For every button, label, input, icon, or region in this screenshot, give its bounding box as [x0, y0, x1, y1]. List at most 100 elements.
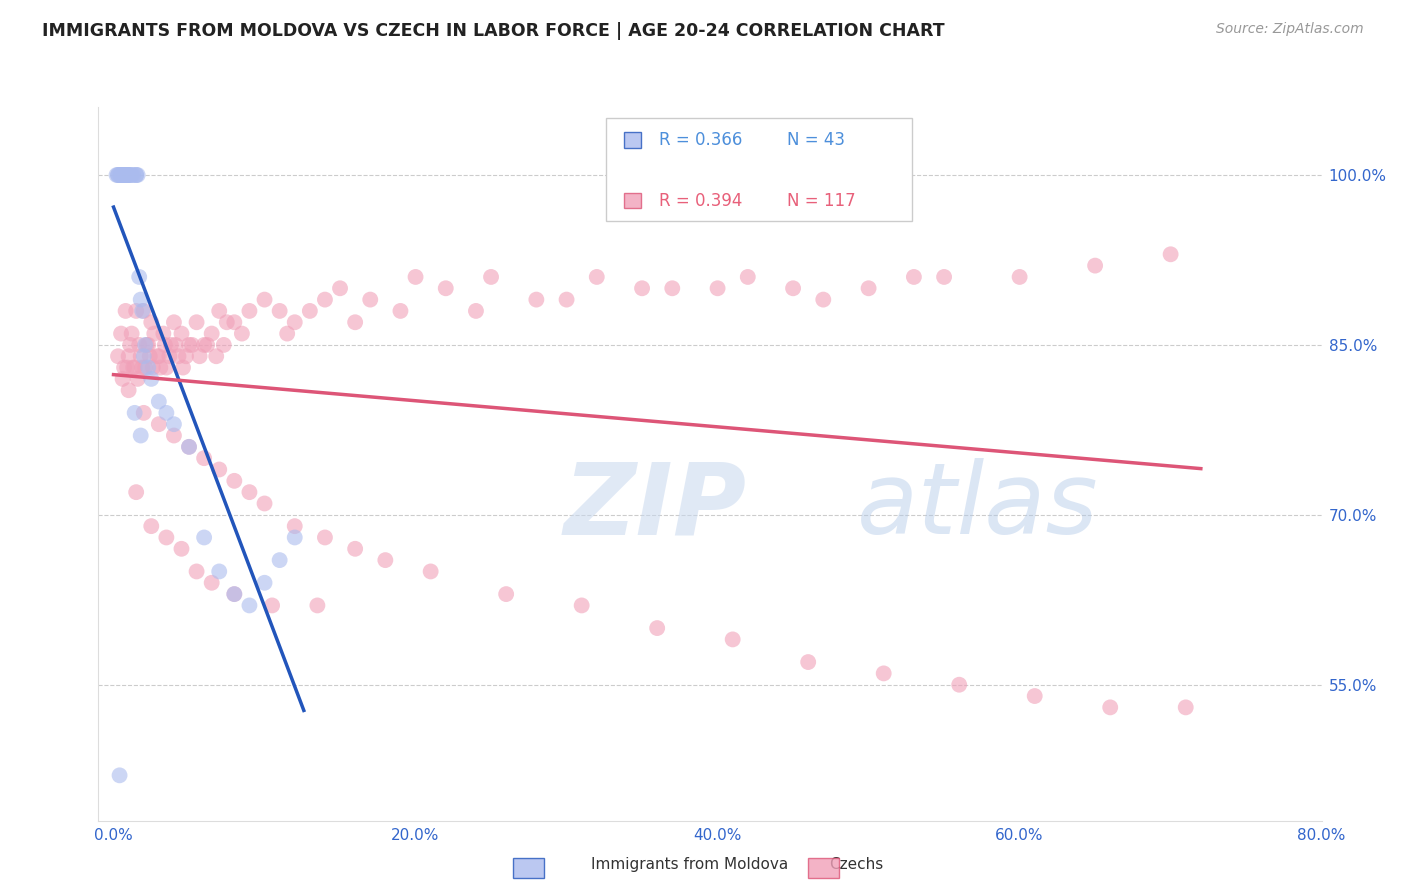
Point	[253, 496, 276, 510]
Point	[858, 281, 880, 295]
Point	[163, 428, 186, 442]
Point	[645, 621, 668, 635]
Point	[706, 281, 728, 295]
Point	[155, 406, 177, 420]
Point	[571, 599, 593, 613]
Point	[224, 587, 246, 601]
Text: R = 0.366: R = 0.366	[659, 131, 742, 149]
Point	[193, 451, 215, 466]
Point	[948, 678, 970, 692]
Point	[661, 281, 683, 295]
Point	[167, 349, 190, 363]
Text: Immigrants from Moldova: Immigrants from Moldova	[591, 857, 787, 872]
Point	[141, 315, 163, 329]
Point	[143, 326, 166, 341]
Point	[181, 338, 204, 352]
Point	[782, 281, 804, 295]
Point	[134, 338, 156, 352]
Point	[201, 326, 224, 341]
Point	[132, 304, 155, 318]
Point	[153, 338, 176, 352]
Point	[125, 168, 148, 182]
Point	[721, 632, 744, 647]
Point	[139, 349, 162, 363]
Point	[131, 360, 153, 375]
Point	[188, 349, 211, 363]
Point	[129, 293, 152, 307]
Point	[208, 462, 231, 476]
Point	[314, 531, 336, 545]
Point	[111, 168, 134, 182]
Point	[136, 360, 159, 375]
Point	[165, 338, 187, 352]
Point	[111, 372, 134, 386]
Point	[253, 293, 276, 307]
Point	[170, 326, 193, 341]
Point	[465, 304, 488, 318]
Point	[329, 281, 352, 295]
Point	[479, 269, 502, 284]
Text: atlas: atlas	[856, 458, 1098, 555]
Point	[114, 168, 136, 182]
Point	[212, 338, 235, 352]
Point	[1084, 259, 1107, 273]
Point	[136, 338, 159, 352]
Point	[163, 417, 186, 432]
Point	[177, 338, 200, 352]
Point	[631, 281, 654, 295]
Point	[737, 269, 759, 284]
Point	[125, 304, 148, 318]
Point	[120, 338, 142, 352]
Point	[231, 326, 253, 341]
Point	[132, 406, 155, 420]
Point	[155, 531, 177, 545]
Point	[555, 293, 578, 307]
Point	[122, 360, 145, 375]
Point	[389, 304, 412, 318]
FancyBboxPatch shape	[606, 118, 912, 221]
Point	[170, 541, 193, 556]
Point	[115, 168, 138, 182]
Point	[932, 269, 955, 284]
Text: ZIP: ZIP	[564, 458, 747, 555]
Point	[129, 428, 152, 442]
Point	[238, 485, 260, 500]
Point	[132, 349, 155, 363]
Point	[110, 326, 132, 341]
Point	[344, 315, 367, 329]
Point	[120, 168, 142, 182]
Point	[224, 587, 246, 601]
Point	[224, 474, 246, 488]
Point	[208, 565, 231, 579]
Point	[127, 372, 149, 386]
Point	[124, 360, 146, 375]
Point	[405, 269, 427, 284]
Point	[129, 349, 152, 363]
Point	[115, 168, 138, 182]
Point	[314, 293, 336, 307]
Point	[238, 304, 260, 318]
Text: N = 117: N = 117	[787, 192, 856, 210]
Point	[238, 599, 260, 613]
Point	[110, 168, 132, 182]
Point	[155, 360, 177, 375]
Point	[114, 168, 136, 182]
Point	[115, 360, 138, 375]
Point	[134, 360, 156, 375]
Point	[193, 531, 215, 545]
Point	[135, 338, 157, 352]
Point	[128, 269, 150, 284]
Point	[177, 440, 200, 454]
Point	[344, 541, 367, 556]
Point	[269, 553, 291, 567]
Point	[142, 360, 165, 375]
Point	[797, 655, 820, 669]
Point	[149, 360, 172, 375]
Point	[111, 168, 134, 182]
Point	[298, 304, 321, 318]
Point	[112, 360, 135, 375]
Point	[195, 338, 218, 352]
Point	[117, 168, 139, 182]
FancyBboxPatch shape	[624, 132, 641, 148]
Point	[174, 349, 197, 363]
